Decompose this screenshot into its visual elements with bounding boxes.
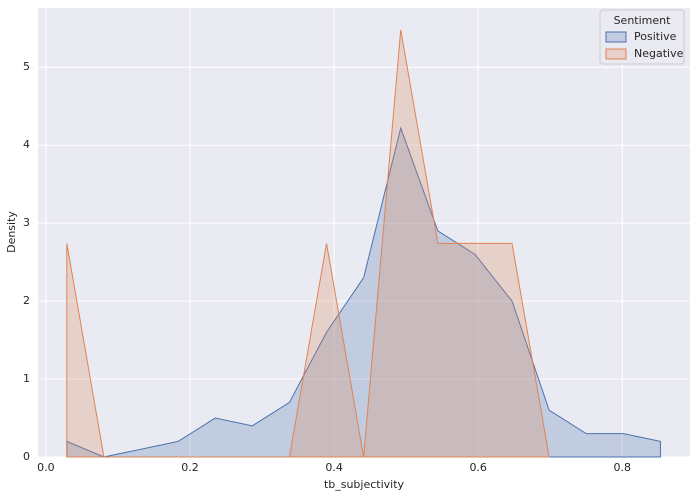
y-tick-label: 3 (23, 216, 30, 229)
grid (38, 8, 690, 458)
marks (66, 29, 661, 458)
legend-label: Positive (634, 30, 677, 43)
density-area (66, 29, 550, 458)
y-tick-label: 4 (23, 138, 30, 151)
x-tick-label: 0.6 (469, 461, 487, 474)
y-tick-label: 0 (23, 450, 30, 463)
legend-label: Negative (634, 47, 684, 60)
density-area (66, 126, 661, 458)
legend-swatch (605, 31, 627, 43)
legend-box (599, 9, 685, 65)
legend-title: Sentiment (614, 14, 672, 27)
legend-swatch (605, 48, 627, 60)
plot-background (38, 8, 690, 457)
legend: Sentiment Positive Negative (599, 9, 685, 65)
x-tick-label: 0.8 (614, 461, 632, 474)
y-axis-label: Density (5, 211, 18, 253)
x-tick-label: 0.4 (325, 461, 343, 474)
y-tick-label: 1 (23, 372, 30, 385)
y-tick-label: 5 (23, 60, 30, 73)
x-tick-label: 0.2 (181, 461, 199, 474)
x-tick-label: 0.0 (37, 461, 55, 474)
x-axis-label: tb_subjectivity (324, 478, 405, 491)
y-tick-label: 2 (23, 294, 30, 307)
